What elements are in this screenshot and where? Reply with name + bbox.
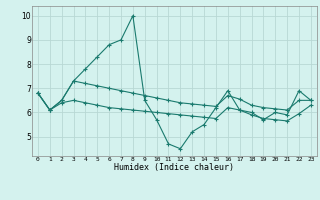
X-axis label: Humidex (Indice chaleur): Humidex (Indice chaleur)	[115, 163, 234, 172]
